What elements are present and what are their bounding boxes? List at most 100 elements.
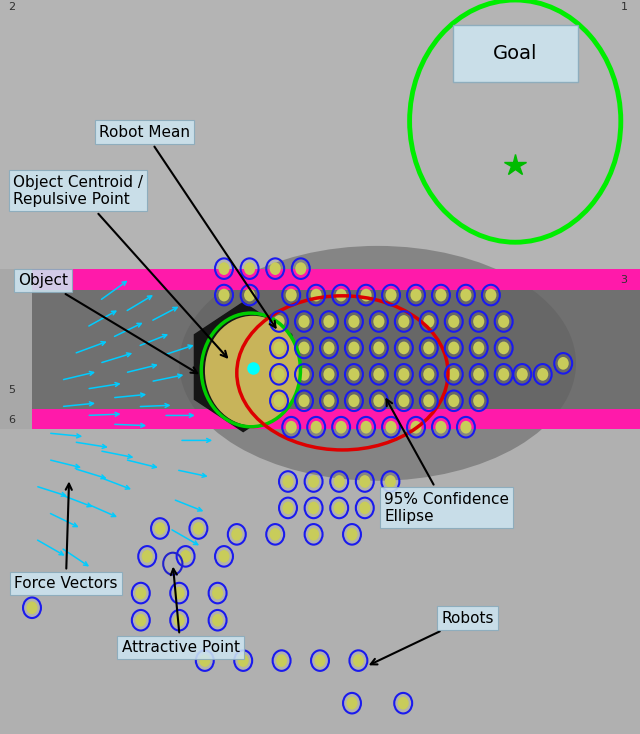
Circle shape — [218, 262, 230, 275]
Circle shape — [373, 315, 385, 328]
Circle shape — [385, 475, 396, 488]
Bar — [32, 290, 640, 409]
Text: 3: 3 — [621, 275, 627, 286]
Circle shape — [398, 341, 410, 355]
Circle shape — [373, 368, 385, 381]
Circle shape — [346, 528, 358, 541]
Circle shape — [360, 288, 372, 302]
Circle shape — [323, 315, 335, 328]
Circle shape — [285, 421, 297, 434]
Circle shape — [154, 522, 166, 535]
Circle shape — [385, 421, 397, 434]
Circle shape — [231, 528, 243, 541]
Text: 5: 5 — [8, 385, 15, 396]
Circle shape — [473, 341, 484, 355]
FancyBboxPatch shape — [453, 25, 578, 82]
Circle shape — [298, 368, 310, 381]
Circle shape — [135, 586, 147, 600]
Circle shape — [276, 654, 287, 667]
Circle shape — [273, 341, 285, 355]
Circle shape — [398, 368, 410, 381]
Circle shape — [473, 394, 484, 407]
Circle shape — [473, 315, 484, 328]
Circle shape — [498, 315, 509, 328]
Circle shape — [141, 550, 153, 563]
Circle shape — [460, 421, 472, 434]
Circle shape — [205, 316, 301, 426]
Bar — [32, 409, 640, 429]
Circle shape — [448, 368, 460, 381]
Circle shape — [273, 394, 285, 407]
Ellipse shape — [179, 246, 576, 481]
Circle shape — [346, 697, 358, 710]
Circle shape — [323, 341, 335, 355]
Circle shape — [308, 501, 319, 515]
Circle shape — [537, 368, 548, 381]
Circle shape — [269, 528, 281, 541]
Circle shape — [498, 341, 509, 355]
Text: Object: Object — [18, 273, 197, 373]
Circle shape — [323, 394, 335, 407]
Circle shape — [423, 315, 435, 328]
Circle shape — [348, 394, 360, 407]
Circle shape — [26, 601, 38, 614]
Circle shape — [298, 315, 310, 328]
Circle shape — [353, 654, 364, 667]
Circle shape — [516, 368, 528, 381]
Text: Goal: Goal — [493, 44, 538, 63]
Circle shape — [269, 262, 281, 275]
Circle shape — [193, 522, 204, 535]
Circle shape — [348, 315, 360, 328]
Circle shape — [282, 501, 294, 515]
Circle shape — [498, 368, 509, 381]
Circle shape — [423, 368, 435, 381]
Circle shape — [435, 288, 447, 302]
Circle shape — [308, 475, 319, 488]
Text: 2: 2 — [8, 2, 15, 12]
Circle shape — [398, 315, 410, 328]
Circle shape — [473, 368, 484, 381]
Circle shape — [295, 262, 307, 275]
Circle shape — [385, 288, 397, 302]
Text: 1: 1 — [621, 2, 627, 12]
Circle shape — [314, 654, 326, 667]
Circle shape — [448, 341, 460, 355]
Text: Robot Mean: Robot Mean — [99, 125, 276, 327]
Circle shape — [423, 394, 435, 407]
Circle shape — [180, 550, 191, 563]
Circle shape — [282, 475, 294, 488]
Text: Robots: Robots — [371, 611, 494, 664]
Circle shape — [359, 475, 371, 488]
Bar — [0, 0, 640, 269]
Circle shape — [298, 394, 310, 407]
Circle shape — [335, 288, 347, 302]
Circle shape — [398, 394, 410, 407]
Circle shape — [310, 288, 322, 302]
Circle shape — [273, 368, 285, 381]
Circle shape — [348, 368, 360, 381]
Circle shape — [218, 288, 230, 302]
Circle shape — [212, 614, 223, 627]
Circle shape — [237, 654, 249, 667]
Bar — [0, 429, 640, 734]
Circle shape — [448, 315, 460, 328]
Circle shape — [373, 341, 385, 355]
Circle shape — [244, 288, 255, 302]
Circle shape — [485, 288, 497, 302]
Text: Attractive Point: Attractive Point — [122, 569, 239, 655]
Circle shape — [423, 341, 435, 355]
Circle shape — [460, 288, 472, 302]
Circle shape — [218, 550, 230, 563]
Circle shape — [323, 368, 335, 381]
Circle shape — [298, 341, 310, 355]
Circle shape — [410, 288, 422, 302]
Circle shape — [135, 614, 147, 627]
Circle shape — [212, 586, 223, 600]
Circle shape — [333, 475, 345, 488]
Circle shape — [333, 501, 345, 515]
Circle shape — [557, 357, 569, 370]
Polygon shape — [195, 302, 292, 432]
Circle shape — [360, 421, 372, 434]
Circle shape — [199, 654, 211, 667]
Circle shape — [373, 394, 385, 407]
